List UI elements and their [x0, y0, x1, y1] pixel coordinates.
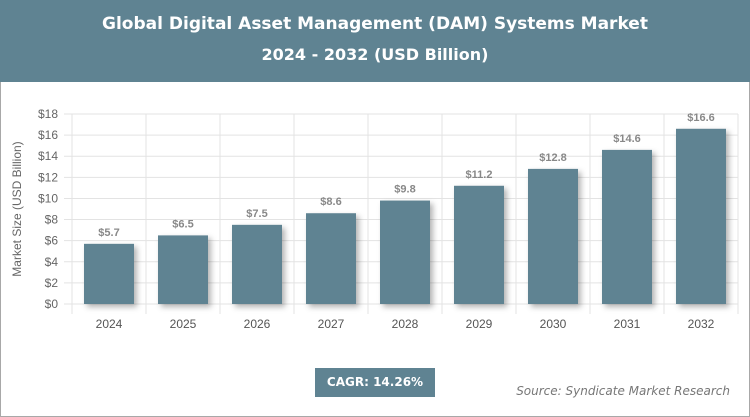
y-tick-label: $0	[45, 297, 59, 311]
bar	[306, 213, 356, 304]
x-tick-label: 2024	[96, 317, 123, 331]
x-tick-label: 2030	[540, 317, 567, 331]
data-label: $8.6	[320, 196, 341, 208]
bar	[232, 224, 282, 304]
x-tick-label: 2028	[392, 317, 419, 331]
y-tick-label: $4	[45, 255, 59, 269]
y-tick-label: $8	[45, 213, 59, 227]
data-label: $14.6	[613, 133, 641, 145]
x-tick-label: 2026	[244, 317, 271, 331]
x-tick-label: 2029	[466, 317, 493, 331]
bar	[454, 185, 504, 304]
source-note: Source: Syndicate Market Research	[516, 384, 730, 398]
chart-subtitle: 2024 - 2032 (USD Billion)	[261, 45, 489, 64]
data-label: $5.7	[98, 227, 119, 239]
chart-header: Global Digital Asset Management (DAM) Sy…	[0, 0, 750, 82]
data-label: $9.8	[394, 184, 415, 196]
bar	[84, 243, 134, 304]
x-tick-label: 2031	[614, 317, 641, 331]
bar	[676, 128, 726, 304]
y-tick-label: $18	[38, 107, 58, 121]
y-axis-label: Market Size (USD Billion)	[10, 141, 24, 276]
y-tick-label: $16	[38, 128, 58, 142]
chart-title: Global Digital Asset Management (DAM) Sy…	[102, 14, 648, 34]
y-tick-label: $6	[45, 234, 59, 248]
data-label: $11.2	[466, 169, 493, 181]
y-tick-label: $12	[38, 170, 58, 184]
x-tick-label: 2027	[318, 317, 345, 331]
data-label: $16.6	[687, 112, 715, 124]
bar	[602, 149, 652, 304]
bar	[380, 200, 430, 304]
bar	[528, 168, 578, 304]
bar	[158, 235, 208, 304]
y-tick-label: $14	[38, 149, 58, 163]
cagr-badge: CAGR: 14.26%	[315, 368, 435, 397]
x-tick-label: 2032	[688, 317, 715, 331]
data-label: $12.8	[539, 152, 567, 164]
data-label: $7.5	[246, 208, 267, 220]
x-tick-label: 2025	[170, 317, 197, 331]
data-label: $6.5	[172, 218, 193, 230]
y-tick-label: $2	[45, 276, 59, 290]
y-tick-label: $10	[38, 191, 58, 205]
